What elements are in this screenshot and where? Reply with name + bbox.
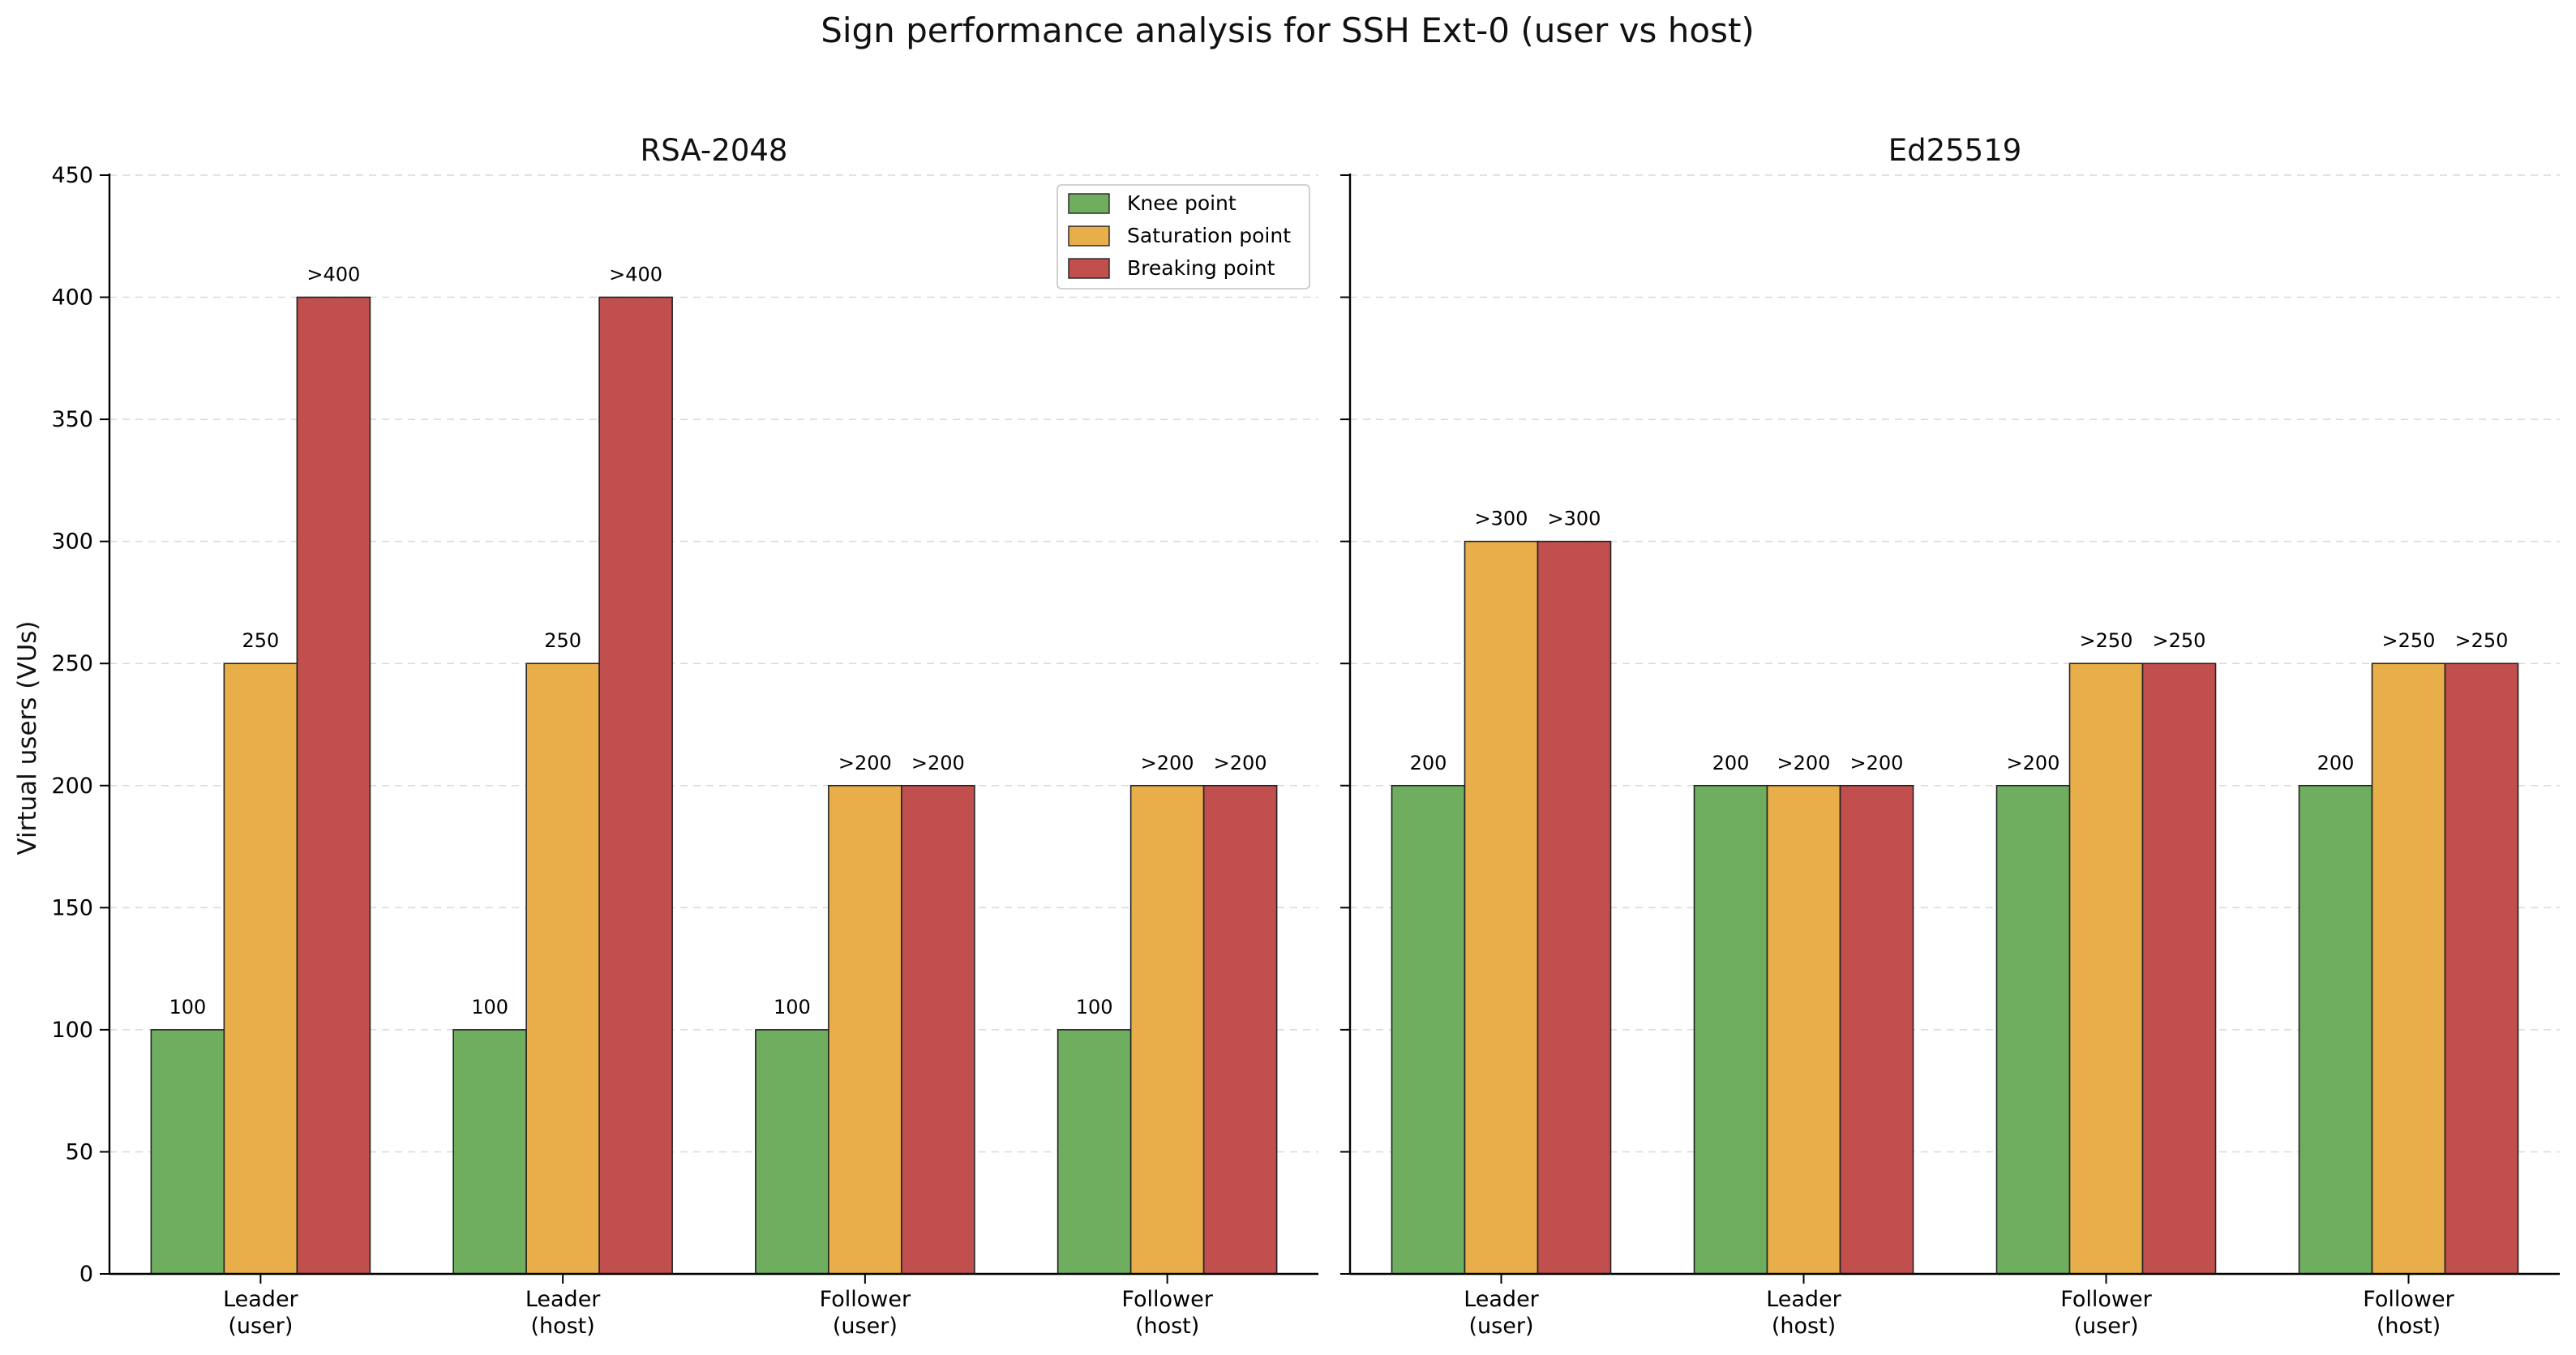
bar-value-label: 200 <box>1712 752 1750 774</box>
y-tick-label: 300 <box>51 530 93 555</box>
bar-value-label: >200 <box>2007 752 2060 774</box>
bar <box>150 1029 225 1275</box>
bar-value-label: >400 <box>306 264 360 286</box>
bar-value-label: >250 <box>2382 629 2436 652</box>
panel-title: Ed25519 <box>1888 133 2022 168</box>
x-tick-label: (host) <box>2377 1314 2441 1339</box>
y-tick-label: 100 <box>51 1018 93 1043</box>
x-tick-label: Follower <box>2363 1287 2454 1312</box>
bar-value-label: 100 <box>774 996 811 1018</box>
bar-value-label: >250 <box>2455 629 2509 652</box>
x-tick-label: (user) <box>2074 1314 2139 1339</box>
legend-label: Saturation point <box>1127 224 1291 247</box>
bar <box>1995 784 2071 1275</box>
x-tick-label: Follower <box>820 1287 911 1312</box>
panel-title: RSA-2048 <box>641 133 788 168</box>
bar-value-label: >200 <box>911 752 965 774</box>
bar-value-label: >400 <box>609 264 662 286</box>
y-tick-label: 0 <box>79 1262 93 1287</box>
legend-swatch <box>1068 258 1110 279</box>
y-tick-label: 450 <box>51 163 93 188</box>
legend: Knee point Saturation point Breaking point <box>1057 184 1310 289</box>
bar-value-label: 200 <box>2317 752 2355 774</box>
x-tick-label: (host) <box>1135 1314 1199 1339</box>
bar <box>2444 662 2519 1275</box>
legend-label: Knee point <box>1127 191 1237 215</box>
legend-swatch <box>1068 225 1110 247</box>
bar <box>525 662 600 1275</box>
bar <box>828 784 902 1275</box>
y-tick-label: 350 <box>51 407 93 432</box>
bar <box>1839 784 1914 1275</box>
bar <box>296 296 371 1275</box>
bar <box>1766 784 1841 1275</box>
bar <box>598 296 673 1275</box>
bar-value-label: 200 <box>1410 752 1447 774</box>
y-tick-label: 150 <box>51 895 93 920</box>
bar <box>2068 662 2144 1275</box>
bar <box>1693 784 1768 1275</box>
bar-value-label: >200 <box>1777 752 1831 774</box>
bar <box>1391 784 1466 1275</box>
bar <box>1464 540 1539 1275</box>
panels: 100 100 100 100 250 250 >200 >200 >400 >400 >200 >2… <box>51 133 2560 1339</box>
y-tick-label: 400 <box>51 285 93 311</box>
x-tick-label: (user) <box>1469 1314 1534 1339</box>
chart-panel-2: 200 200 >200 200 >300 >200 >250 >250 >300 >200 >25… <box>1340 133 2560 1339</box>
x-tick-label: (host) <box>1772 1314 1836 1339</box>
bar <box>901 784 975 1275</box>
bar-value-label: >200 <box>838 752 892 774</box>
bar-value-label: 250 <box>544 629 581 652</box>
bar <box>223 662 298 1275</box>
legend-label: Breaking point <box>1127 256 1275 280</box>
bar <box>2371 662 2446 1275</box>
bar-value-label: 100 <box>1076 996 1113 1018</box>
legend-swatch <box>1068 193 1110 214</box>
bar <box>1057 1029 1132 1275</box>
chart-panel-1: 100 100 100 100 250 250 >200 >200 >400 >400 >200 >2… <box>51 133 1318 1339</box>
bar-value-label: >300 <box>1548 508 1601 530</box>
x-tick-label: Leader <box>525 1287 601 1312</box>
bar-value-label: 100 <box>471 996 508 1018</box>
bar <box>1537 540 1612 1275</box>
x-tick-label: Leader <box>223 1287 298 1312</box>
y-tick-label: 200 <box>51 774 93 799</box>
x-tick-label: Leader <box>1766 1287 1841 1312</box>
bar <box>2298 784 2373 1275</box>
bar-value-label: >300 <box>1475 508 1528 530</box>
y-axis-label: Virtual users (VUs) <box>13 620 42 855</box>
x-tick-label: (user) <box>833 1314 898 1339</box>
bar-value-label: >250 <box>2153 629 2206 652</box>
legend-box <box>1057 184 1310 289</box>
bar-value-label: 100 <box>169 996 206 1018</box>
bar-value-label: 250 <box>242 629 279 652</box>
x-tick-label: Leader <box>1464 1287 1539 1312</box>
x-tick-label: (user) <box>228 1314 293 1339</box>
y-tick-label: 250 <box>51 651 93 676</box>
x-tick-label: Follower <box>1121 1287 1213 1312</box>
y-tick-label: 50 <box>66 1139 93 1164</box>
bar <box>1129 784 1205 1275</box>
bar-value-label: >200 <box>1214 752 1267 774</box>
bar <box>452 1029 527 1275</box>
bar <box>2141 662 2217 1275</box>
bar-value-label: >250 <box>2080 629 2133 652</box>
figure-title: Sign performance analysis for SSH Ext-0 … <box>821 11 1755 50</box>
bar-value-label: >200 <box>1850 752 1904 774</box>
x-tick-label: Follower <box>2060 1287 2152 1312</box>
bar <box>755 1029 829 1275</box>
bar-value-label: >200 <box>1141 752 1194 774</box>
x-tick-label: (host) <box>530 1314 594 1339</box>
bar <box>1202 784 1278 1275</box>
